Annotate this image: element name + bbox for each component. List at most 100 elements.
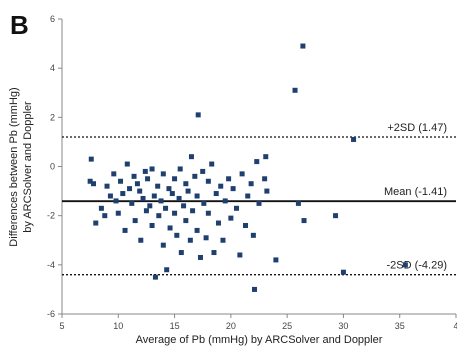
data-point	[160, 171, 166, 177]
data-point	[102, 213, 108, 219]
y-tick-label: 4	[50, 63, 55, 73]
data-point	[87, 178, 93, 184]
data-point	[264, 188, 270, 194]
data-point	[174, 232, 180, 238]
x-tick-label: 30	[338, 321, 348, 331]
data-point	[156, 213, 162, 219]
data-point	[192, 173, 198, 179]
data-point	[178, 250, 184, 256]
data-point	[301, 218, 307, 224]
data-point	[163, 205, 169, 211]
data-point	[127, 186, 133, 192]
data-points	[87, 43, 408, 292]
data-point	[107, 193, 113, 199]
data-point	[213, 191, 219, 197]
data-point	[143, 208, 149, 214]
data-point	[120, 191, 126, 197]
data-point	[273, 257, 279, 263]
y-tick-label: 6	[50, 14, 55, 24]
data-point	[160, 242, 166, 248]
data-point	[93, 220, 99, 226]
data-point	[145, 176, 151, 182]
data-point	[242, 223, 248, 228]
data-point	[233, 205, 239, 211]
data-point	[115, 210, 121, 216]
data-point	[226, 176, 232, 182]
data-point	[155, 183, 161, 189]
data-point	[124, 161, 130, 167]
data-point	[122, 227, 128, 233]
data-point	[262, 176, 268, 182]
data-point	[98, 205, 104, 211]
data-point	[402, 262, 408, 268]
data-point	[183, 181, 189, 187]
data-point	[205, 210, 211, 216]
data-point	[194, 227, 200, 233]
data-point	[183, 218, 189, 224]
y-tick-label: -6	[47, 309, 55, 319]
reference-line-label: -2SD (-4.29)	[386, 260, 447, 272]
data-point	[131, 173, 137, 179]
reference-line-label: Mean (-1.41)	[384, 186, 447, 198]
x-tick-label: 5	[59, 321, 64, 331]
data-point	[222, 198, 228, 204]
x-tick-label: 20	[226, 321, 236, 331]
x-tick-label: 25	[282, 321, 292, 331]
data-point	[228, 215, 234, 221]
data-point	[134, 181, 140, 187]
y-tick-label: -4	[47, 260, 55, 270]
data-point	[201, 200, 207, 206]
data-point	[254, 159, 260, 165]
data-point	[248, 181, 254, 187]
data-point	[176, 195, 182, 201]
data-point	[215, 220, 221, 226]
data-point	[111, 171, 117, 177]
data-point	[333, 213, 339, 219]
data-point	[340, 269, 346, 275]
data-point	[251, 286, 257, 292]
panel-label: B	[10, 10, 29, 40]
reference-lines: +2SD (1.47) Mean (-1.41) -2SD (-4.29)	[62, 122, 456, 276]
data-point	[239, 171, 245, 177]
data-point	[149, 223, 155, 228]
data-point	[137, 188, 143, 194]
data-point	[118, 178, 124, 184]
data-point	[113, 198, 119, 204]
data-point	[88, 156, 94, 162]
data-point	[164, 267, 170, 273]
data-point	[91, 181, 97, 187]
data-point	[167, 225, 173, 231]
data-point	[209, 161, 215, 167]
data-point	[250, 232, 256, 238]
data-point	[211, 250, 217, 256]
data-point	[138, 237, 144, 243]
data-point	[292, 87, 298, 93]
data-point	[187, 237, 193, 243]
data-point	[169, 191, 175, 197]
data-point	[205, 178, 211, 184]
data-point	[230, 186, 236, 192]
y-tick-label: 2	[50, 112, 55, 122]
y-axis-title-line-1: Differences between Pb (mmHg)	[8, 87, 20, 246]
data-point	[190, 208, 196, 214]
data-point	[256, 200, 262, 206]
data-point	[147, 203, 153, 209]
data-point	[188, 154, 194, 160]
data-point	[295, 200, 301, 206]
data-point	[200, 168, 206, 174]
x-axis-title: Average of Pb (mmHg) by ARCSolver and Do…	[136, 334, 383, 346]
data-point	[129, 200, 135, 206]
data-point	[237, 252, 243, 258]
data-point	[172, 210, 178, 216]
data-point	[181, 203, 187, 209]
data-point	[166, 186, 172, 192]
data-point	[151, 193, 157, 199]
data-point	[152, 274, 158, 280]
data-point	[104, 183, 110, 189]
data-point	[194, 193, 200, 199]
data-point	[140, 195, 146, 201]
x-tick-label: 35	[395, 321, 405, 331]
data-point	[158, 198, 164, 204]
data-point	[177, 166, 183, 172]
